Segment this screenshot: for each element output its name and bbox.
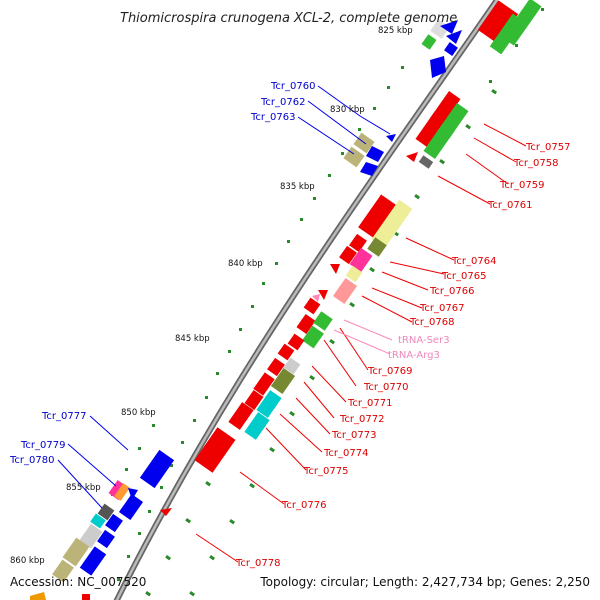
gene-label: Tcr_0766	[429, 286, 474, 297]
gene-label: Tcr_0757	[525, 142, 570, 153]
leader-lines-right	[195, 123, 527, 563]
leader-lines-trna	[333, 319, 393, 355]
leader-lines-left	[57, 85, 391, 509]
trna-label: tRNA-Arg3	[388, 350, 440, 361]
kbp-tick-labels: 825 kbp 830 kbp 835 kbp 840 kbp 845 kbp …	[10, 26, 413, 566]
gene-label: Tcr_0763	[250, 112, 295, 123]
gene-label: Tcr_0758	[513, 158, 558, 169]
trna-label: tRNA-Ser3	[398, 335, 450, 346]
gene-cluster-top	[421, 0, 542, 78]
gene-label: Tcr_0759	[499, 180, 544, 191]
kbp-tick-830: 830 kbp	[330, 105, 365, 115]
kbp-tick-855: 855 kbp	[66, 483, 101, 493]
kbp-tick-860: 860 kbp	[10, 556, 45, 566]
gene-label: Tcr_0779	[20, 440, 65, 451]
gene-label: Tcr_0762	[260, 97, 305, 108]
gene-labels-right: Tcr_0757 Tcr_0758 Tcr_0759 Tcr_0761 Tcr_…	[235, 142, 570, 569]
kbp-tick-845: 845 kbp	[175, 334, 210, 344]
gene-label: Tcr_0778	[235, 558, 280, 569]
gene-label: Tcr_0767	[419, 303, 464, 314]
gene-label: Tcr_0765	[441, 271, 486, 282]
gene-label: Tcr_0780	[9, 455, 54, 466]
gene-labels-left: Tcr_0760 Tcr_0762 Tcr_0763 Tcr_0777 Tcr_…	[9, 81, 315, 466]
gene-label: Tcr_0770	[363, 382, 408, 393]
gene-label: Tcr_0769	[367, 366, 412, 377]
gene-cluster-middle	[194, 194, 413, 473]
kbp-tick-840: 840 kbp	[228, 259, 263, 269]
accession-text: Accession: NC_007520	[10, 575, 146, 589]
gene-label: Tcr_0761	[487, 200, 532, 211]
gene-label: Tcr_0772	[339, 414, 384, 425]
kbp-tick-825: 825 kbp	[378, 26, 413, 36]
gene-label: Tcr_0773	[331, 430, 376, 441]
genome-summary-text: Topology: circular; Length: 2,427,734 bp…	[259, 575, 590, 589]
gc-dash-track-inner	[145, 89, 498, 597]
kbp-tick-835: 835 kbp	[280, 182, 315, 192]
gene-label: Tcr_0760	[270, 81, 315, 92]
gene-label: Tcr_0774	[323, 448, 368, 459]
gene-label: Tcr_0764	[451, 256, 496, 267]
gene-label: Tcr_0768	[409, 317, 454, 328]
gene-cluster-lower-left	[30, 449, 175, 600]
gene-label: Tcr_0775	[303, 466, 348, 477]
gene-label: Tcr_0776	[281, 500, 326, 511]
gene-label: Tcr_0771	[347, 398, 392, 409]
gene-label: Tcr_0777	[41, 411, 86, 422]
gene-cluster-0757	[406, 91, 469, 169]
map-title: Thiomicrospira crunogena XCL-2, complete…	[120, 11, 457, 26]
kbp-tick-850: 850 kbp	[121, 408, 156, 418]
